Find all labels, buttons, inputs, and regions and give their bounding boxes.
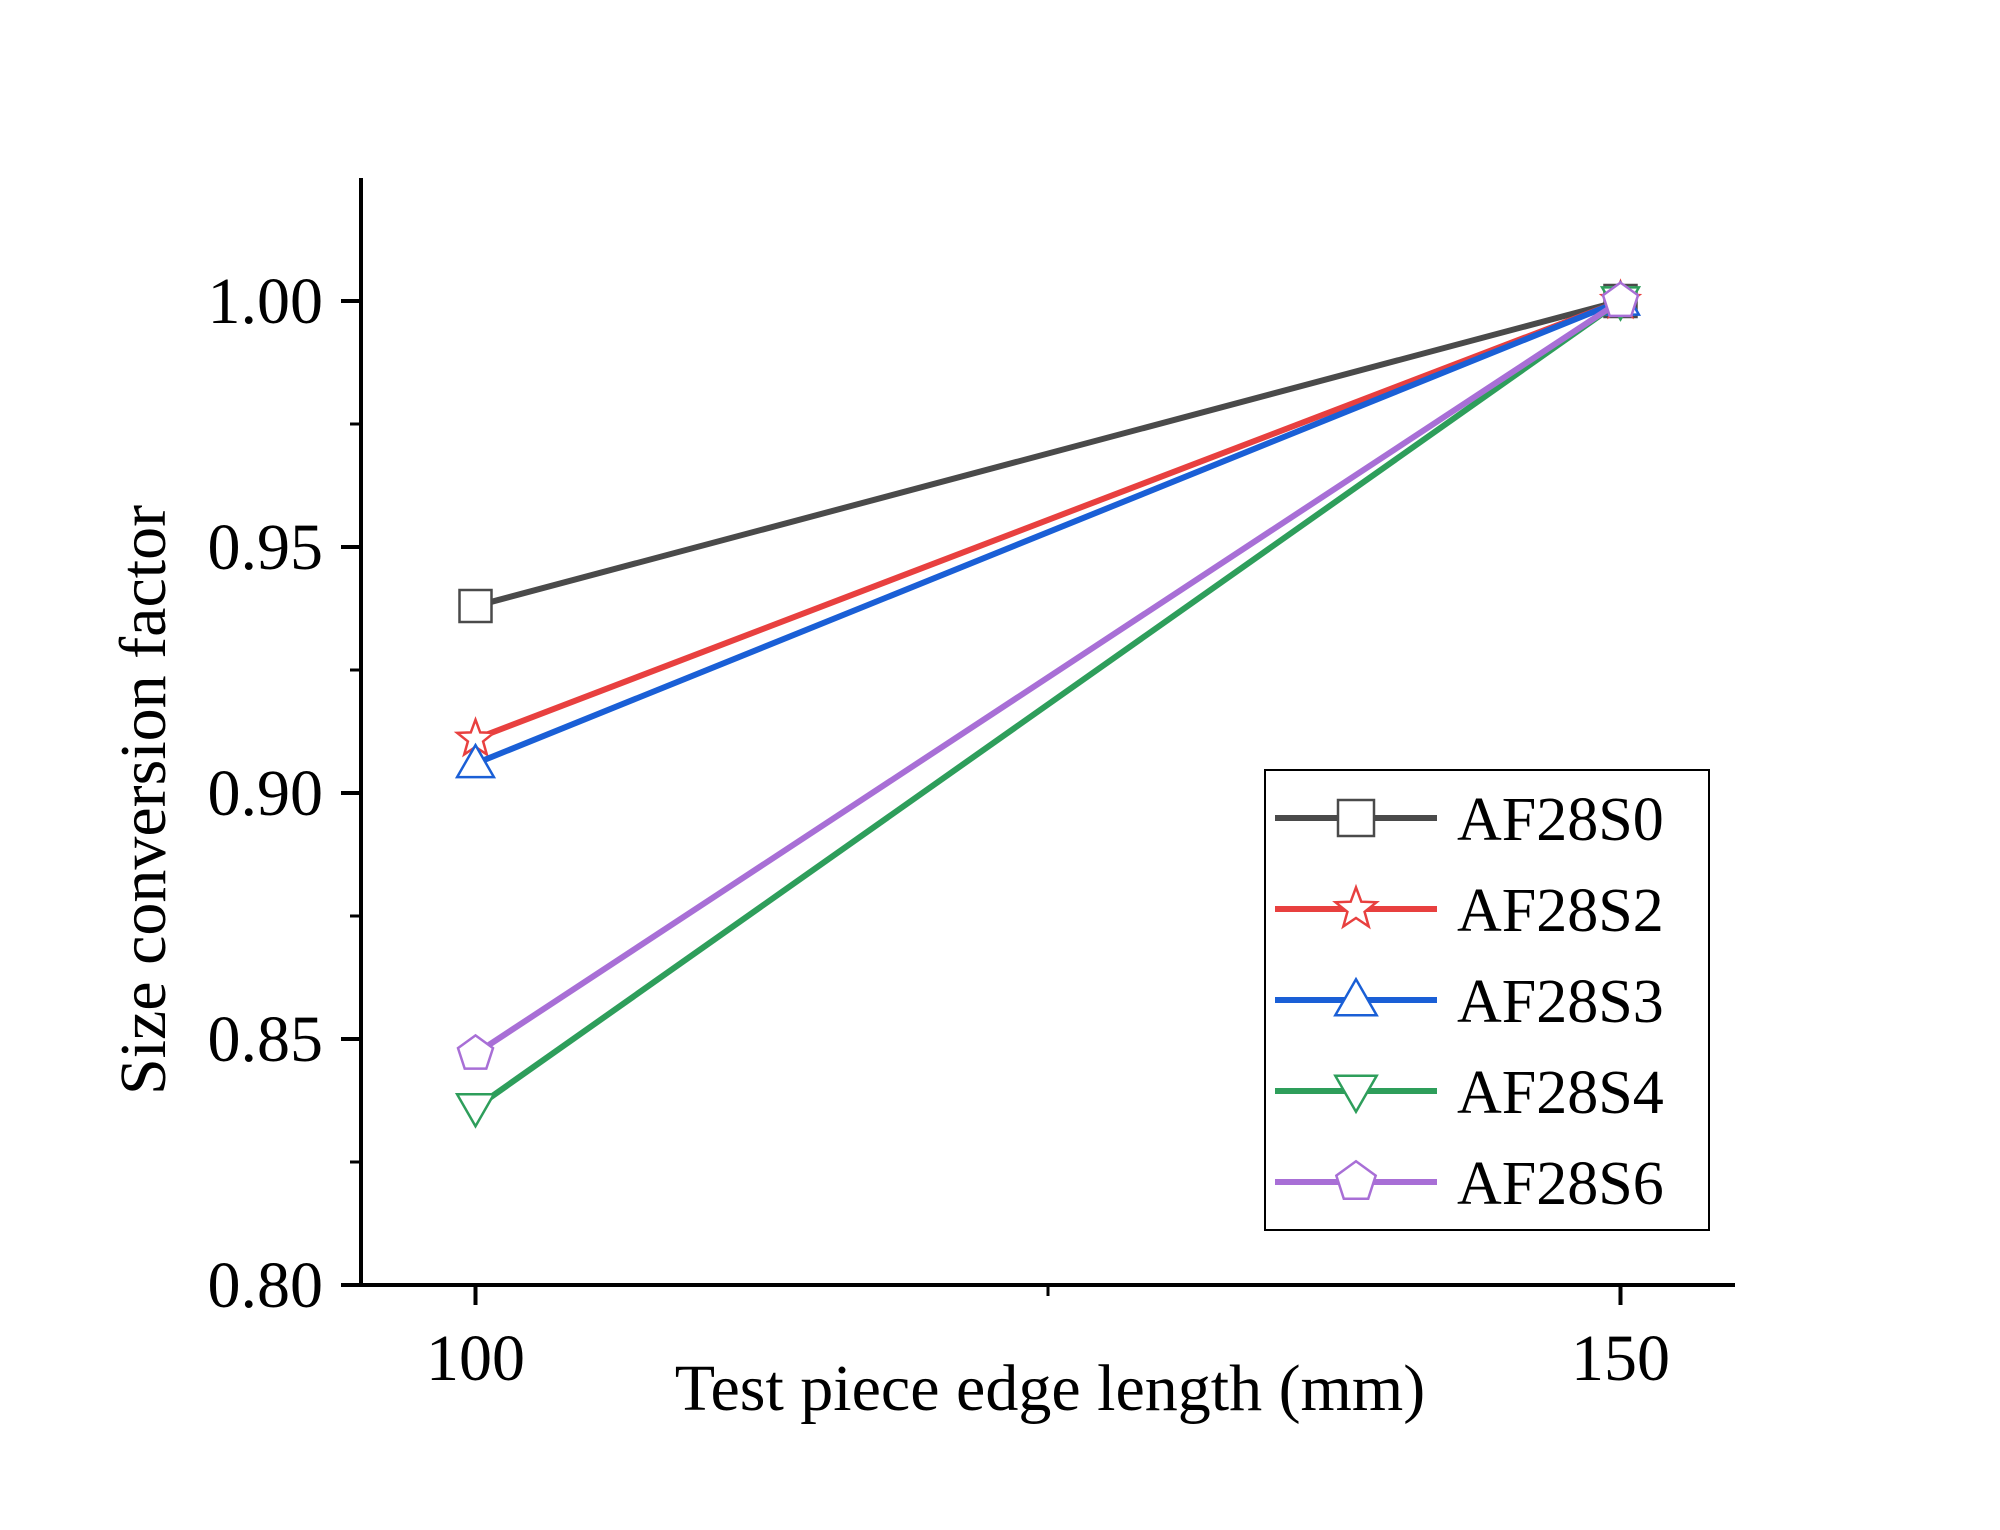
series-line-AF28S0 bbox=[474, 298, 1622, 609]
y-tick-label: 0.90 bbox=[208, 757, 324, 830]
series-line-AF28S6 bbox=[473, 298, 1623, 1057]
y-tick-label: 0.95 bbox=[208, 511, 324, 584]
legend: AF28S0 AF28S2 AF28S3 AF28S4 AF28S6 bbox=[1264, 769, 1710, 1231]
series-AF28S0 bbox=[458, 283, 1638, 624]
data-point-AF28S0-100 bbox=[458, 588, 493, 624]
data-point-AF28S6-150 bbox=[1601, 281, 1640, 318]
legend-label: AF28S2 bbox=[1457, 877, 1664, 945]
series-AF28S6 bbox=[456, 281, 1640, 1070]
x-axis-title: Test piece edge length (mm) bbox=[675, 1352, 1425, 1425]
data-point-AF28S3-100 bbox=[454, 742, 497, 779]
y-tick-label: 1.00 bbox=[208, 265, 324, 338]
legend-label: AF28S6 bbox=[1457, 1150, 1664, 1218]
legend-marker bbox=[1332, 883, 1380, 930]
legend-marker bbox=[1333, 976, 1379, 1017]
x-tick-label: 100 bbox=[426, 1322, 525, 1395]
legend-item-AF28S2: AF28S2 bbox=[1275, 877, 1664, 945]
y-axis-title: Size conversion factor bbox=[107, 505, 180, 1095]
legend-label: AF28S0 bbox=[1457, 786, 1664, 854]
legend-label: AF28S3 bbox=[1457, 968, 1664, 1036]
legend-marker bbox=[1336, 798, 1376, 838]
series-AF28S2 bbox=[453, 278, 1643, 758]
legend-marker bbox=[1334, 1159, 1378, 1200]
series-layer bbox=[453, 278, 1643, 1129]
y-tick-label: 0.80 bbox=[208, 1249, 324, 1322]
series-line-AF28S2 bbox=[474, 298, 1622, 742]
data-point-AF28S4-100 bbox=[454, 1093, 497, 1129]
y-tick-label: 0.85 bbox=[208, 1003, 324, 1076]
legend-marker bbox=[1333, 1074, 1379, 1115]
x-tick-label: 150 bbox=[1571, 1322, 1670, 1395]
legend-item-AF28S4: AF28S4 bbox=[1275, 1059, 1664, 1127]
legend-item-AF28S0: AF28S0 bbox=[1275, 786, 1664, 854]
legend-label: AF28S4 bbox=[1457, 1059, 1664, 1127]
series-line-AF28S3 bbox=[474, 298, 1622, 767]
legend-item-AF28S6: AF28S6 bbox=[1275, 1150, 1664, 1218]
axes: 0.80 0.85 0.90 0.95 1.00 100 150 bbox=[208, 178, 1735, 1395]
series-line-AF28S4 bbox=[473, 298, 1623, 1111]
legend-item-AF28S3: AF28S3 bbox=[1275, 968, 1664, 1036]
data-point-AF28S6-100 bbox=[456, 1033, 495, 1070]
